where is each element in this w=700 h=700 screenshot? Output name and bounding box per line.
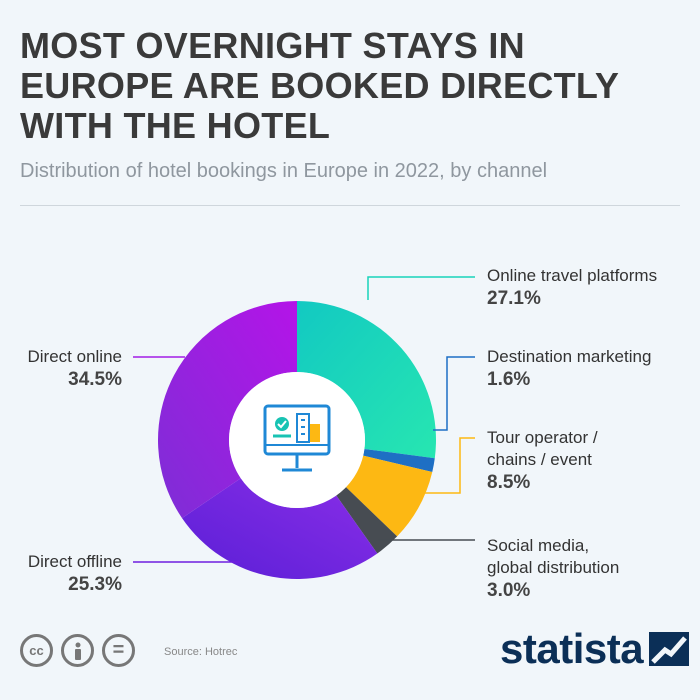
statista-wordmark: statista (500, 625, 644, 672)
cc-icon-text: cc (29, 643, 44, 658)
label-tour-name-1: Tour operator / (487, 428, 598, 447)
label-online-travel-name: Online travel platforms (487, 266, 658, 285)
leader-destination (433, 356, 475, 431)
label-social: Social media, global distribution 3.0% (487, 535, 619, 602)
slice-direct-offline (182, 478, 378, 579)
label-social-name-1: Social media, (487, 536, 590, 555)
label-social-name-2: global distribution (487, 558, 620, 577)
equals-icon[interactable]: = (102, 634, 135, 667)
slice-direct-online (158, 301, 297, 519)
label-direct-online-value: 34.5% (68, 369, 122, 390)
person-glyph (74, 642, 81, 660)
leader-online-travel (367, 276, 475, 300)
label-direct-offline: Direct offline 25.3% (28, 551, 122, 596)
chart-subtitle: Distribution of hotel bookings in Europe… (20, 160, 548, 182)
cc-icon[interactable]: cc (20, 634, 53, 667)
donut-slices (158, 301, 436, 579)
slice-tour-operator-chains-event (345, 455, 433, 537)
label-social-value: 3.0% (487, 580, 531, 601)
statista-logo[interactable]: statista (500, 624, 690, 674)
label-destination-value: 1.6% (487, 369, 531, 390)
leader-tour (420, 437, 475, 494)
label-online-travel-value: 27.1% (487, 288, 541, 309)
label-tour-name-2: chains / event (487, 450, 592, 469)
label-destination-name: Destination marketing (487, 347, 652, 366)
slice-online-travel-platforms (297, 301, 436, 459)
statista-logo-mark-icon (649, 632, 690, 666)
label-tour-value: 8.5% (487, 472, 531, 493)
chart-title: MOST OVERNIGHT STAYS IN EUROPE ARE BOOKE… (20, 25, 619, 146)
label-direct-offline-name: Direct offline (27, 552, 122, 571)
equals-icon-text: = (112, 639, 125, 661)
header-divider (20, 205, 680, 206)
info-person-icon[interactable] (61, 634, 94, 667)
label-direct-online-name: Direct online (27, 347, 123, 366)
label-online-travel: Online travel platforms 27.1% (487, 265, 657, 310)
label-direct-offline-value: 25.3% (68, 574, 122, 595)
label-direct-online: Direct online 34.5% (28, 346, 123, 391)
source-text: Source: Hotrec (164, 646, 238, 658)
license-icons: cc = (20, 634, 135, 667)
label-destination: Destination marketing 1.6% (487, 346, 651, 391)
label-tour: Tour operator / chains / event 8.5% (487, 427, 598, 494)
hotel-booking-monitor-icon (263, 404, 331, 472)
slice-social-media-global-distribution (336, 487, 398, 554)
slice-destination-marketing (363, 448, 435, 473)
